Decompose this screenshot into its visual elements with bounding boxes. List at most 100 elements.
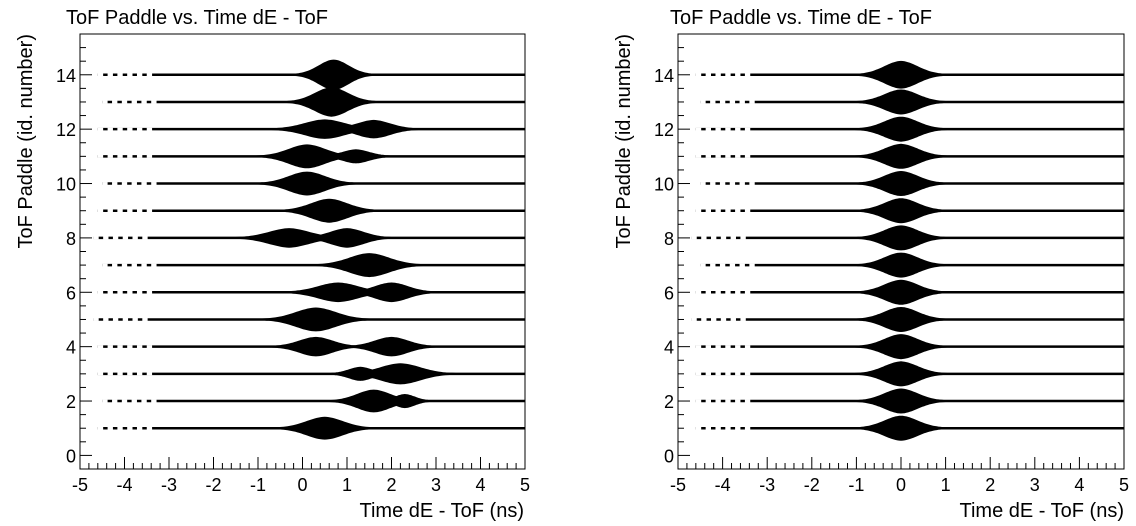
paddle-peak bbox=[283, 253, 455, 278]
paddle-peak bbox=[829, 116, 973, 142]
paddle-peak bbox=[298, 149, 413, 164]
paddle-14-band bbox=[97, 59, 525, 90]
y-tick-label: 4 bbox=[66, 338, 76, 358]
x-axis-label: Time dE - ToF (ns) bbox=[960, 500, 1124, 522]
paddle-peak bbox=[829, 143, 973, 169]
paddle-4-band bbox=[695, 334, 1124, 360]
x-tick-label: 3 bbox=[431, 475, 441, 495]
y-tick-label: 12 bbox=[56, 120, 76, 140]
paddle-5-band bbox=[691, 307, 1124, 332]
paddle-peak bbox=[320, 336, 463, 357]
x-tick-label: -3 bbox=[161, 475, 177, 495]
y-tick-label: 14 bbox=[56, 66, 76, 86]
x-tick-label: -2 bbox=[205, 475, 221, 495]
x-tick-label: -1 bbox=[848, 475, 864, 495]
paddle-7-band bbox=[102, 253, 525, 278]
y-tick-label: 2 bbox=[66, 392, 76, 412]
y-tick-label: 10 bbox=[56, 175, 76, 195]
paddle-11-band bbox=[695, 143, 1124, 169]
paddle-peak bbox=[244, 336, 388, 357]
y-axis-label: ToF Paddle (id. number) bbox=[15, 34, 37, 249]
y-tick-label: 14 bbox=[654, 66, 674, 86]
chart-title: ToF Paddle vs. Time dE - ToF bbox=[66, 7, 328, 29]
paddle-peak bbox=[275, 228, 419, 248]
paddle-7-band bbox=[700, 252, 1124, 278]
paddle-peak bbox=[829, 198, 973, 224]
y-tick-label: 4 bbox=[664, 338, 674, 358]
paddle-10-band bbox=[102, 171, 525, 196]
paddle-peak bbox=[246, 416, 404, 440]
paddle-4-band bbox=[97, 336, 525, 357]
x-tick-label: -4 bbox=[116, 475, 132, 495]
x-tick-label: -5 bbox=[670, 475, 686, 495]
y-tick-label: 6 bbox=[664, 283, 674, 303]
x-tick-label: -3 bbox=[759, 475, 775, 495]
x-tick-label: 5 bbox=[520, 475, 530, 495]
paddle-peak bbox=[829, 171, 973, 196]
chart-title: ToF Paddle vs. Time dE - ToF bbox=[670, 7, 932, 29]
paddle-peak bbox=[302, 119, 445, 139]
paddle-3-band bbox=[97, 363, 525, 385]
x-tick-label: -1 bbox=[250, 475, 266, 495]
paddle-peak bbox=[250, 198, 408, 223]
paddle-13-band bbox=[700, 89, 1124, 115]
chart-panel-right: ToF Paddle vs. Time dE - ToF Time dE - T… bbox=[613, 7, 1129, 522]
paddle-1-band bbox=[695, 415, 1124, 441]
x-tick-label: 0 bbox=[297, 475, 307, 495]
paddle-peak bbox=[829, 415, 973, 441]
x-tick-label: 3 bbox=[1030, 475, 1040, 495]
paddle-6-band bbox=[695, 279, 1124, 305]
x-axis-label: Time dE - ToF (ns) bbox=[360, 500, 524, 522]
paddle-12-band bbox=[695, 116, 1124, 142]
y-tick-label: 6 bbox=[66, 283, 76, 303]
y-tick-label: 10 bbox=[654, 175, 674, 195]
paddle-5-band bbox=[93, 307, 525, 332]
paddle-8-band bbox=[93, 228, 525, 248]
paddle-peak bbox=[228, 171, 386, 196]
y-tick-label: 0 bbox=[664, 446, 674, 466]
x-tick-label: 4 bbox=[475, 475, 485, 495]
paddle-2-band bbox=[102, 389, 525, 413]
x-tick-label: 4 bbox=[1074, 475, 1084, 495]
paddle-11-band bbox=[97, 144, 525, 169]
paddle-12-band bbox=[97, 119, 525, 139]
y-axis-label: ToF Paddle (id. number) bbox=[613, 34, 635, 249]
paddle-peak bbox=[260, 87, 403, 117]
paddle-peak bbox=[829, 252, 973, 278]
y-tick-label: 8 bbox=[664, 229, 674, 249]
paddle-2-band bbox=[695, 388, 1124, 414]
x-tick-label: -2 bbox=[804, 475, 820, 495]
paddle-peak bbox=[829, 334, 973, 360]
paddle-peak bbox=[230, 307, 402, 332]
y-tick-label: 2 bbox=[664, 392, 674, 412]
paddle-peak bbox=[829, 225, 973, 251]
paddle-10-band bbox=[700, 171, 1124, 196]
y-tick-label: 8 bbox=[66, 229, 76, 249]
paddle-1-band bbox=[97, 416, 525, 440]
paddle-8-band bbox=[691, 225, 1124, 251]
x-tick-label: 1 bbox=[342, 475, 352, 495]
x-tick-label: 5 bbox=[1119, 475, 1129, 495]
paddle-9-band bbox=[695, 198, 1124, 224]
paddle-peak bbox=[829, 279, 973, 305]
paddle-13-band bbox=[102, 87, 525, 117]
x-tick-label: 1 bbox=[941, 475, 951, 495]
paddle-14-band bbox=[695, 60, 1124, 89]
y-tick-label: 0 bbox=[66, 446, 76, 466]
paddle-9-band bbox=[97, 198, 525, 223]
x-tick-label: -4 bbox=[715, 475, 731, 495]
paddle-peak bbox=[829, 89, 973, 115]
paddle-peak bbox=[829, 388, 973, 414]
x-tick-label: -5 bbox=[72, 475, 88, 495]
paddle-peak bbox=[829, 361, 973, 387]
chart-panel-left: ToF Paddle vs. Time dE - ToF Time dE - T… bbox=[15, 7, 530, 522]
x-tick-label: 2 bbox=[985, 475, 995, 495]
paddle-3-band bbox=[695, 361, 1124, 387]
paddle-peak bbox=[362, 394, 448, 409]
paddle-peak bbox=[269, 59, 398, 90]
paddle-peak bbox=[829, 60, 973, 89]
y-tick-label: 12 bbox=[654, 120, 674, 140]
paddle-peak bbox=[829, 307, 973, 332]
x-tick-label: 2 bbox=[386, 475, 396, 495]
